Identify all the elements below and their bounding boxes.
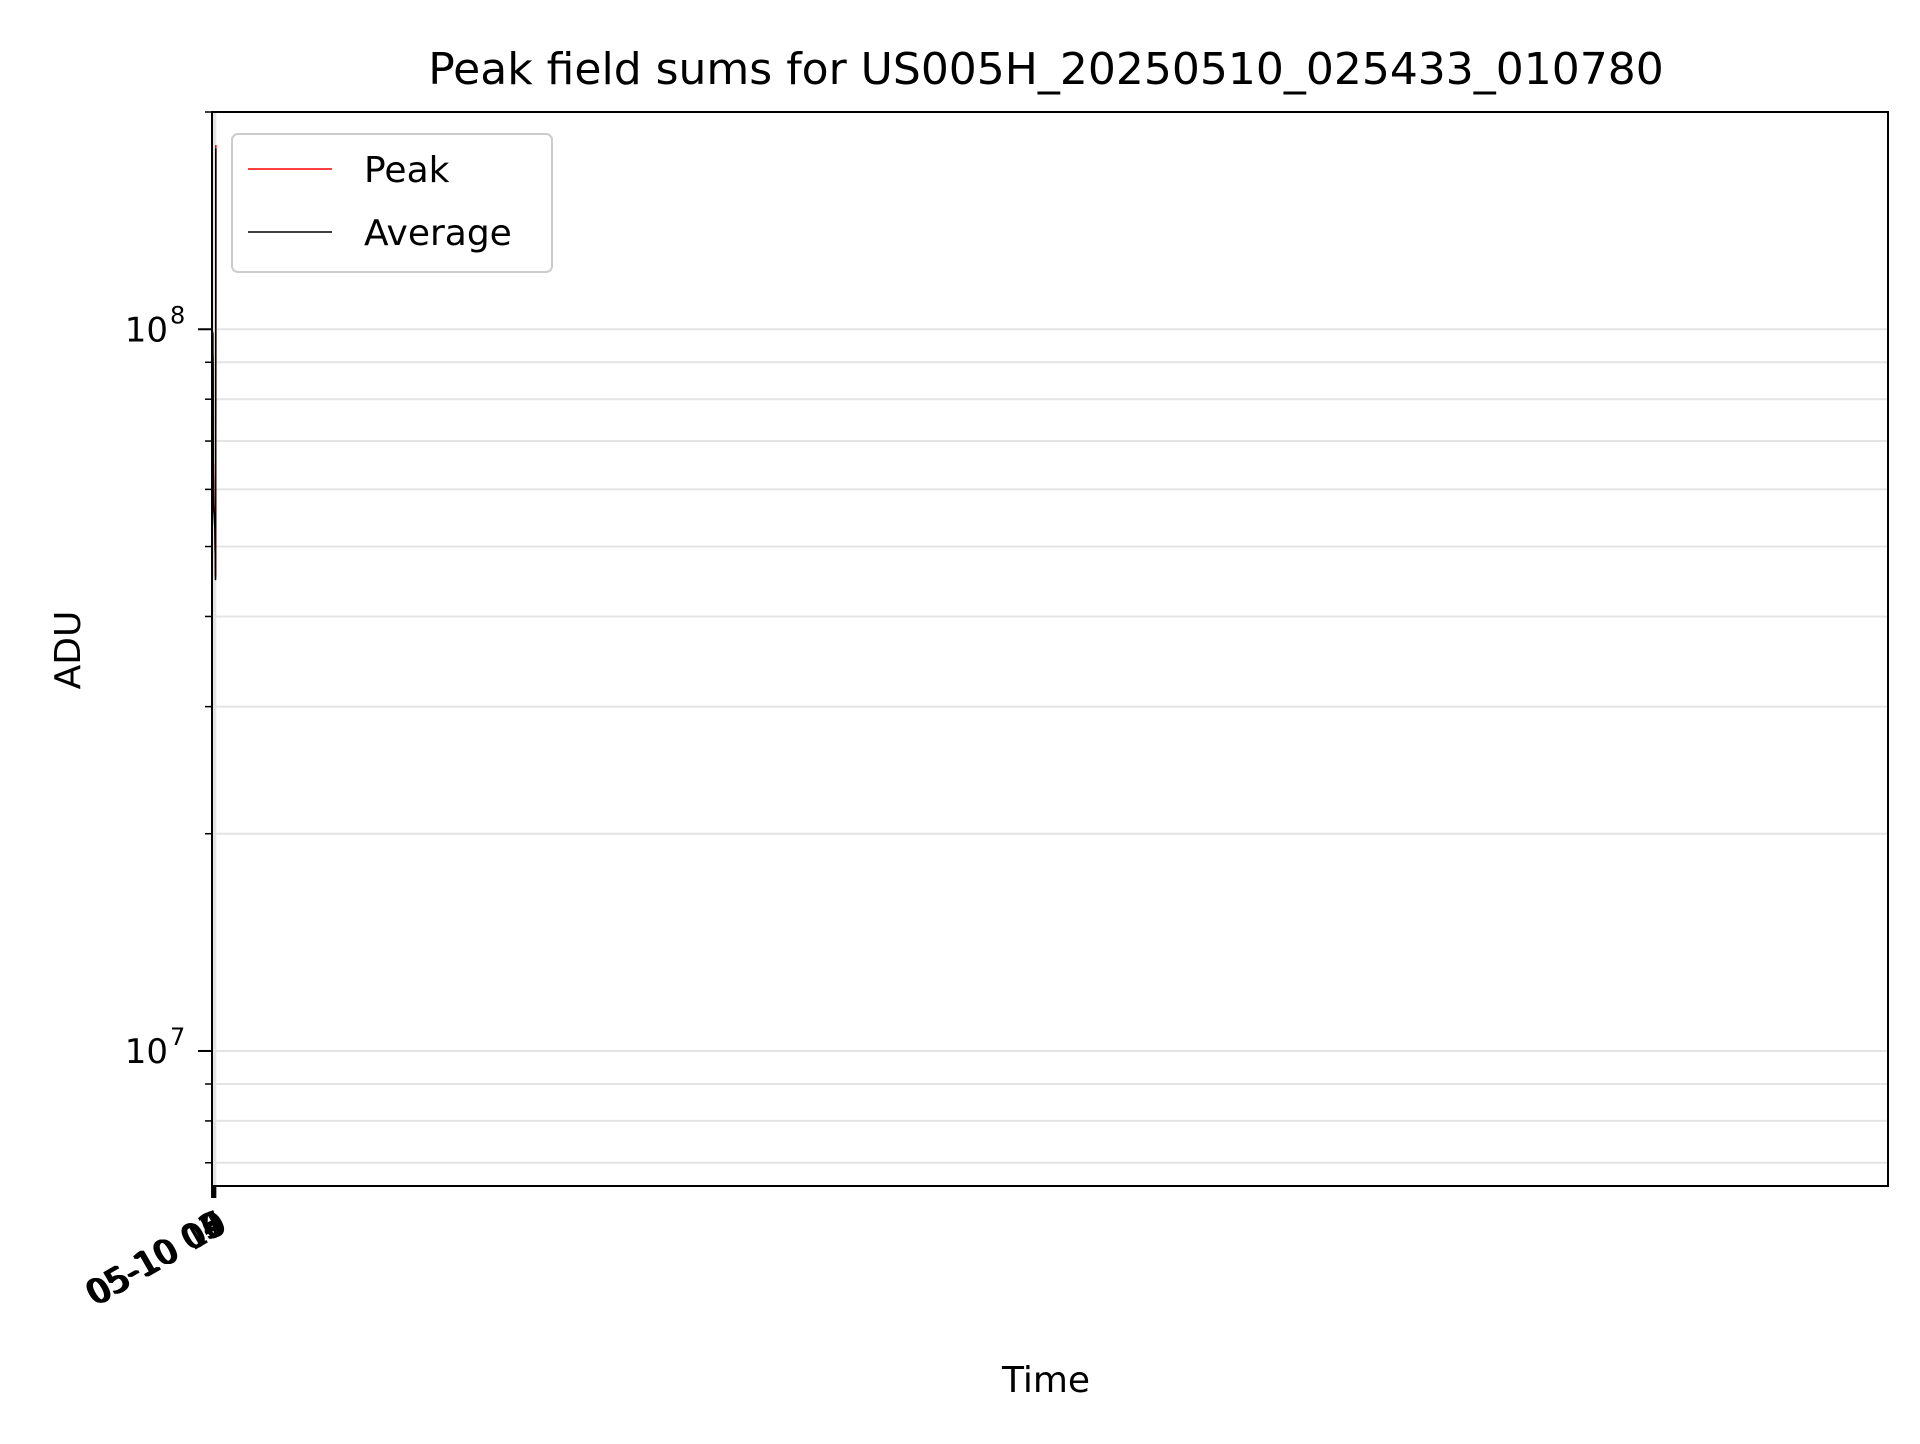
grid-lines bbox=[211, 111, 1888, 1186]
chart-title: Peak field sums for US005H_20250510_0254… bbox=[428, 44, 1664, 95]
y-tick-label-exponent: 8 bbox=[170, 301, 185, 329]
y-tick-label: 10 bbox=[125, 310, 168, 350]
y-axis-label: ADU bbox=[48, 611, 89, 690]
legend: Peak Average bbox=[231, 133, 553, 273]
legend-label-average: Average bbox=[364, 213, 512, 254]
y-tick-label-exponent: 7 bbox=[170, 1023, 185, 1051]
plot-frame bbox=[211, 111, 1889, 1187]
x-axis-label: Time bbox=[1001, 1360, 1090, 1401]
y-tick-label-base: 10 bbox=[125, 310, 168, 350]
y-tick-label-base: 10 bbox=[125, 1032, 168, 1072]
legend-label-peak: Peak bbox=[364, 150, 450, 191]
x-tick-label: 05-10 10 bbox=[81, 1203, 233, 1314]
y-tick-label: 10 bbox=[125, 1032, 168, 1072]
